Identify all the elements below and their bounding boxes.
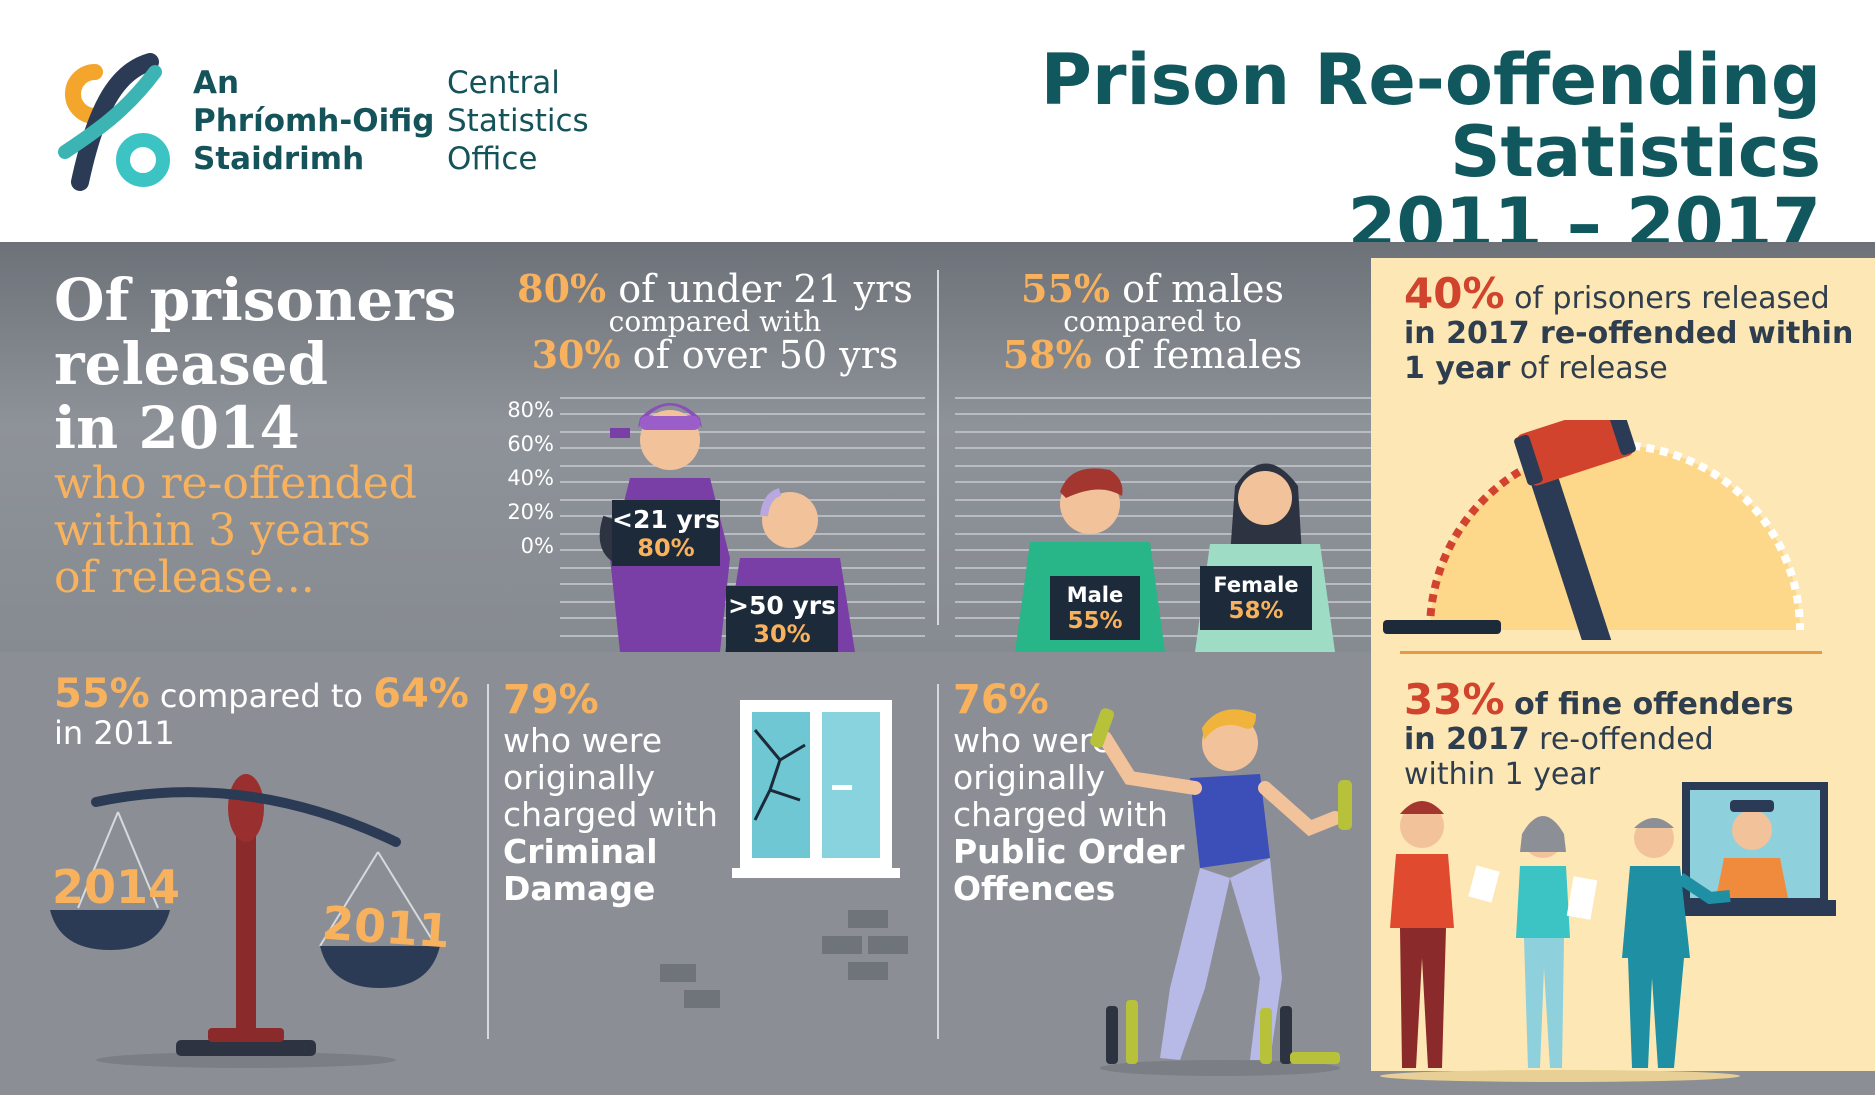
cso-logo-icon xyxy=(58,53,170,191)
fine-offenders-period: within 1 year xyxy=(1404,757,1601,792)
divider xyxy=(487,684,489,1039)
gavel-gauge xyxy=(1383,420,1804,640)
intro-orange-line: who re-offended xyxy=(54,458,417,509)
released-2017-pct: 40% xyxy=(1404,269,1505,318)
under21-label: <21 yrs 80% xyxy=(612,500,720,566)
divider xyxy=(937,684,939,1039)
female-text: of females xyxy=(1103,333,1303,377)
fine-offenders-rest: re-offended xyxy=(1539,722,1714,757)
criminal-damage-line: charged with xyxy=(503,795,718,834)
released-2017-text: of prisoners released xyxy=(1514,281,1830,316)
logo-irish-line: Staidrimh xyxy=(193,141,365,177)
logo-english-name: Central Statistics Office xyxy=(447,64,589,178)
under21-label-text: <21 yrs xyxy=(612,505,720,534)
released-2017-stat: 40% of prisoners released in 2017 re-off… xyxy=(1404,273,1864,387)
criminal-damage-line: originally xyxy=(503,758,656,797)
released-2017-period: 1 year xyxy=(1404,351,1511,386)
intro-line: in 2014 xyxy=(54,394,300,462)
female-pct: 58% xyxy=(1002,332,1092,377)
public-order-line: charged with xyxy=(953,795,1168,834)
fine-offenders-pct: 33% xyxy=(1404,675,1505,724)
scales-icon xyxy=(50,774,440,1068)
male-pct: 55% xyxy=(1021,266,1111,311)
over50-label: >50 yrs 30% xyxy=(726,586,838,652)
height-tick: 40% xyxy=(507,466,554,490)
height-tick: 0% xyxy=(520,534,554,558)
gender-compared-text: compared to xyxy=(1063,305,1242,338)
trend-compared-text: compared to xyxy=(159,677,363,715)
under21-pct: 80% xyxy=(517,266,607,311)
scale-year-2014: 2014 xyxy=(52,860,181,914)
criminal-damage-stat: 79% who were originally charged with Cri… xyxy=(503,678,753,907)
over50-label-value: 30% xyxy=(753,620,811,648)
public-order-line: who were xyxy=(953,721,1113,760)
male-text: of males xyxy=(1122,267,1284,311)
height-tick: 80% xyxy=(507,398,554,422)
person-woman-icon xyxy=(1516,816,1598,1068)
male-label: Male 55% xyxy=(1050,576,1140,640)
trend-2014-pct: 55% xyxy=(54,671,150,717)
released-2017-text-bold: in 2017 re-offended within xyxy=(1404,316,1854,351)
age-stat: 80% of under 21 yrs compared with 30% of… xyxy=(500,267,930,377)
over50-label-text: >50 yrs xyxy=(728,591,836,620)
drunk-person-icon xyxy=(1089,708,1352,1076)
intro-orange-line: within 3 years xyxy=(54,505,371,556)
male-label-text: Male xyxy=(1066,583,1124,607)
queue-at-desk-icon xyxy=(1380,782,1836,1082)
criminal-damage-pct: 79% xyxy=(503,677,599,723)
criminal-damage-offence: Damage xyxy=(503,869,656,908)
public-order-stat: 76% who were originally charged with Pub… xyxy=(953,678,1203,907)
divider xyxy=(937,270,939,625)
intro-line: Of prisoners xyxy=(54,266,457,334)
male-label-value: 55% xyxy=(1067,608,1123,634)
fine-offenders-year: in 2017 xyxy=(1404,722,1530,757)
criminal-damage-offence: Criminal xyxy=(503,832,658,871)
female-label: Female 58% xyxy=(1200,566,1312,630)
logo-english-line: Office xyxy=(447,141,538,177)
height-tick: 60% xyxy=(507,432,554,456)
female-label-text: Female xyxy=(1213,573,1299,597)
gauge-fill xyxy=(1430,445,1800,630)
height-tick: 20% xyxy=(507,500,554,524)
criminal-damage-line: who were xyxy=(503,721,663,760)
trend-year-text: in 2011 xyxy=(54,714,175,752)
intro-orange-line: of release... xyxy=(54,552,315,603)
released-2017-rest: of release xyxy=(1519,351,1668,386)
page-title: Prison Re-offending Statistics 2011 – 20… xyxy=(721,44,1821,260)
intro-block: Of prisoners released in 2014 who re-off… xyxy=(54,268,456,601)
public-order-line: originally xyxy=(953,758,1106,797)
gavel-block xyxy=(1383,620,1501,634)
female-label-value: 58% xyxy=(1228,598,1284,624)
trend-2011-pct: 64% xyxy=(373,671,469,717)
logo-irish-name: An Phríomh-Oifig Staidrimh xyxy=(193,64,434,178)
over50-pct: 30% xyxy=(531,332,621,377)
trend-stat: 55% compared to 64% in 2011 xyxy=(54,674,474,752)
public-order-offence: Public Order xyxy=(953,832,1185,871)
over50-text: of over 50 yrs xyxy=(632,333,899,377)
logo-irish-line: Phríomh-Oifig xyxy=(193,103,435,139)
title-line: Prison Re-offending Statistics xyxy=(1040,39,1821,193)
intro-line: released xyxy=(54,330,329,398)
fine-offenders-text-bold: of fine offenders xyxy=(1514,687,1794,722)
person-man-suit-icon xyxy=(1622,818,1731,1068)
under21-text: of under 21 yrs xyxy=(618,267,913,311)
logo-english-line: Central xyxy=(447,65,560,101)
age-compared-text: compared with xyxy=(608,305,822,338)
public-order-pct: 76% xyxy=(953,677,1049,723)
fine-offenders-stat: 33% of fine offenders in 2017 re-offende… xyxy=(1404,679,1864,793)
header: An Phríomh-Oifig Staidrimh Central Stati… xyxy=(0,0,1875,260)
broken-window-icon xyxy=(660,700,908,1008)
under21-label-value: 80% xyxy=(637,534,695,562)
gavel-icon xyxy=(1514,420,1636,640)
gender-stat: 55% of males compared to 58% of females xyxy=(950,267,1355,377)
section-divider xyxy=(1400,651,1822,654)
highlight-panel xyxy=(1371,258,1875,1071)
public-order-offence: Offences xyxy=(953,869,1116,908)
scale-year-2011: 2011 xyxy=(320,895,452,959)
logo-irish-line: An xyxy=(193,65,240,101)
logo-english-line: Statistics xyxy=(447,103,589,139)
person-red-icon xyxy=(1390,801,1500,1068)
